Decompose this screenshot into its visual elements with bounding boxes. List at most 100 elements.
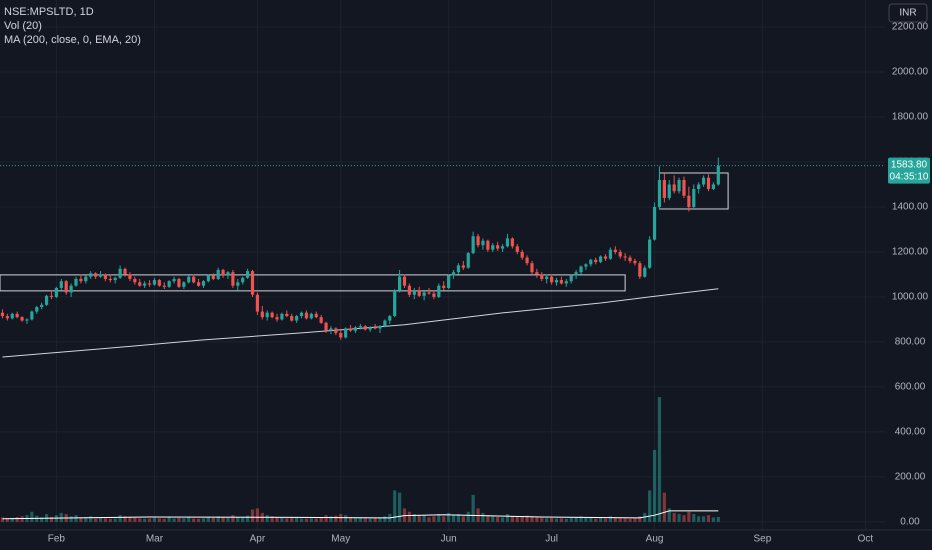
volume-bar: [177, 517, 181, 522]
candle-body: [241, 277, 245, 283]
volume-bar: [49, 516, 54, 522]
axis: 0.00 200.00 400.00 600.00 800.00 1000.00 1200.…: [0, 22, 932, 545]
candle-body: [152, 280, 157, 285]
candle-body: [510, 238, 514, 247]
symbol: NSE:MPSLTD, 1D: [4, 6, 94, 18]
x-tick-label: Feb: [48, 534, 66, 545]
candle-body: [500, 246, 505, 249]
volume-bar: [280, 517, 284, 522]
volume-bar: [211, 517, 215, 522]
x-tick-label: Apr: [250, 534, 266, 545]
candle-body: [98, 274, 103, 277]
candle-body: [525, 257, 529, 264]
candle-body: [549, 276, 554, 283]
volume-bar: [672, 512, 676, 522]
candle-body: [442, 285, 446, 288]
volume-bar: [0, 517, 5, 522]
volume-bar: [530, 516, 534, 522]
volume-bar: [407, 511, 412, 522]
volume-bar: [569, 517, 573, 522]
candle-body: [569, 275, 573, 282]
candle-body: [579, 266, 583, 273]
volume-bar: [147, 518, 152, 522]
volume-bar: [182, 518, 186, 522]
candle-body: [535, 272, 539, 275]
currency-button[interactable]: [888, 3, 928, 23]
candle-body: [324, 322, 328, 331]
x-tick-label: May: [331, 534, 350, 545]
candle-body: [5, 316, 9, 319]
candle-body: [260, 311, 264, 318]
candle-body: [657, 179, 662, 207]
volume-bar: [15, 516, 19, 522]
volume-bar: [363, 518, 367, 522]
y-tick-label: 600.00: [895, 382, 926, 393]
candle-body: [545, 276, 549, 279]
candle-body: [692, 188, 696, 207]
volume-bar: [324, 515, 328, 522]
candle-body: [363, 326, 367, 330]
volume-bar: [30, 511, 34, 522]
y-tick-label: 1400.00: [892, 202, 929, 213]
volume-bar: [535, 517, 539, 522]
volume-bar: [226, 517, 230, 522]
volume-bar: [309, 518, 313, 522]
volume-bar: [417, 515, 421, 522]
candle-body: [246, 271, 250, 278]
candle-body: [344, 328, 348, 338]
volume-bar: [412, 514, 416, 522]
volume-bar: [255, 508, 260, 522]
candle-body: [319, 317, 323, 323]
candle-body: [295, 316, 299, 321]
candle-body: [167, 281, 171, 287]
volume-bar: [422, 515, 426, 522]
candle-body: [314, 313, 318, 318]
volume-bar: [505, 514, 510, 522]
volume-bar: [515, 516, 519, 522]
candle-body: [540, 274, 544, 279]
volume-bar: [618, 518, 622, 522]
candle-body: [716, 165, 720, 185]
candle-body: [206, 275, 210, 282]
candle-body: [603, 256, 608, 259]
volume-bar: [314, 518, 318, 522]
volume-bar: [319, 516, 323, 522]
candle-body: [427, 292, 431, 294]
volume-bar: [608, 516, 613, 522]
volume-bar: [206, 516, 210, 522]
candle-body: [20, 317, 24, 321]
candle-body: [456, 265, 461, 273]
y-tick-label: 400.00: [895, 427, 926, 438]
grid: [0, 0, 885, 530]
volume-bar: [447, 512, 451, 522]
y-tick-label: 2200.00: [892, 22, 929, 33]
volume-bar: [697, 516, 701, 522]
candle-body: [515, 246, 519, 252]
volume-bar: [108, 518, 112, 522]
currency[interactable]: INR: [899, 8, 916, 19]
volume-bar: [275, 517, 279, 522]
candle-body: [49, 295, 54, 297]
volume-bar: [662, 492, 666, 522]
candle-body: [250, 271, 255, 295]
candle-body: [147, 283, 152, 285]
candle-body: [667, 184, 671, 198]
volume-bar: [397, 492, 402, 522]
volume-bar: [241, 517, 245, 522]
candle-body: [128, 274, 132, 279]
volume-bar: [471, 494, 475, 522]
volume-bar: [716, 516, 720, 522]
candle-body: [618, 251, 622, 257]
volume-bar: [554, 518, 559, 522]
candle-body: [687, 195, 691, 207]
candle-body: [608, 249, 613, 259]
volume-bar: [152, 517, 157, 522]
candle-body: [270, 312, 274, 318]
candle-body: [157, 280, 161, 286]
candle-body: [143, 283, 147, 286]
candle-body: [275, 317, 279, 320]
y-tick-label: 1800.00: [892, 112, 929, 123]
volume-bar: [246, 515, 250, 522]
candle-body: [417, 290, 421, 296]
candle-body: [471, 236, 475, 254]
